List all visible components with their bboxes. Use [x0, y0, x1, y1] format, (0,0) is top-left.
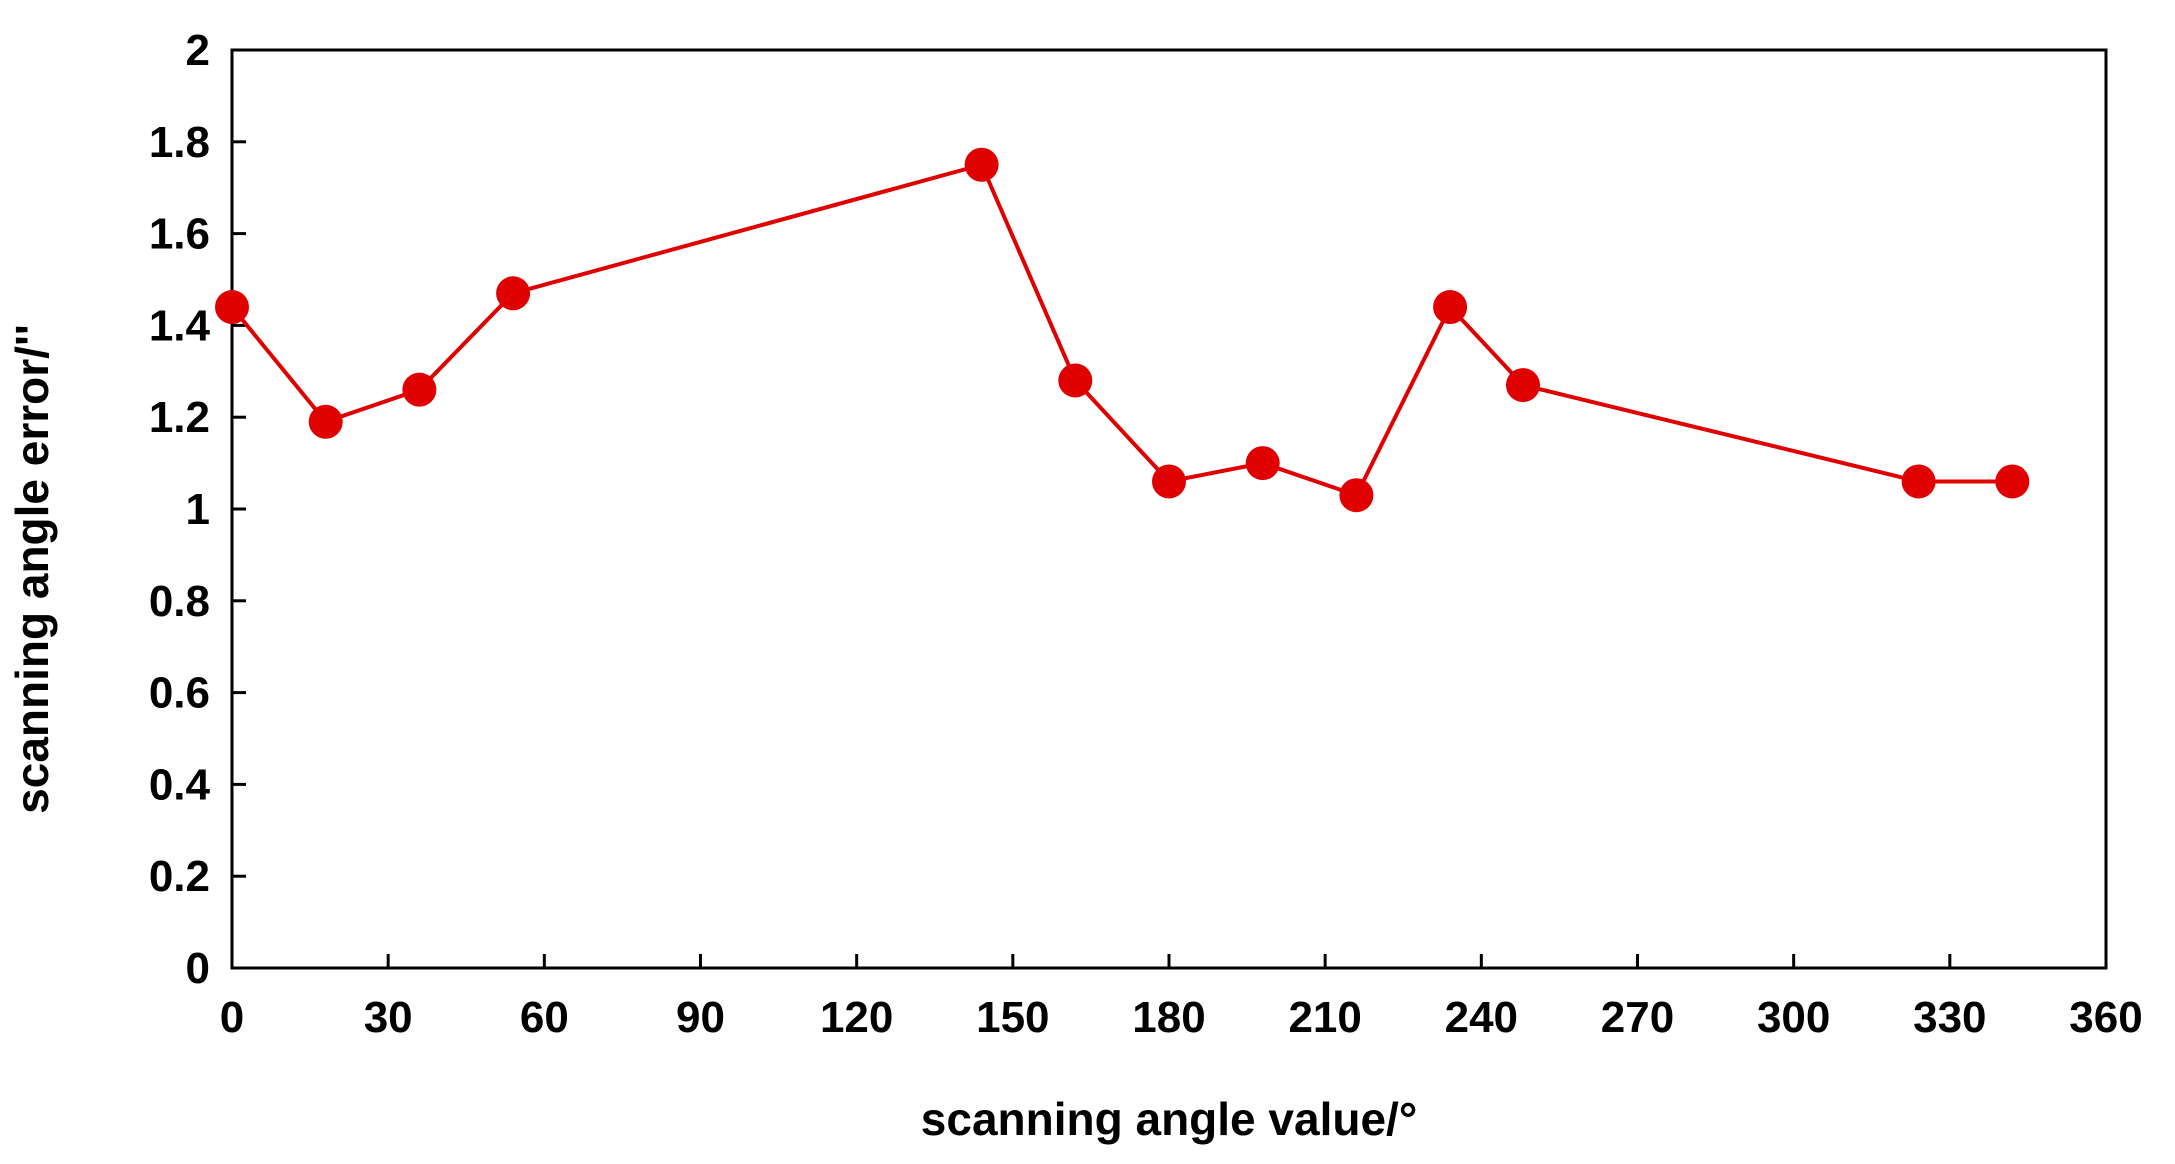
- y-tick-label: 0: [186, 944, 210, 993]
- x-tick-label: 270: [1601, 993, 1674, 1042]
- x-tick-label: 90: [676, 993, 725, 1042]
- data-point: [1901, 464, 1936, 499]
- x-tick-label: 120: [820, 993, 893, 1042]
- y-axis-ticks: [232, 48, 246, 970]
- x-tick-label: 150: [976, 993, 1049, 1042]
- series-line: [230, 162, 2013, 498]
- data-point: [964, 147, 999, 182]
- data-point: [1433, 290, 1468, 325]
- data-point: [402, 372, 437, 407]
- x-tick-label: 180: [1132, 993, 1205, 1042]
- y-tick-label: 2: [186, 26, 210, 75]
- x-axis-title: scanning angle value/°: [921, 1093, 1417, 1145]
- data-point: [1245, 446, 1280, 481]
- series-layer: [215, 147, 2030, 513]
- y-tick-label: 0.6: [149, 669, 210, 718]
- data-point: [1152, 464, 1186, 499]
- data-point: [1339, 478, 1374, 513]
- data-point: [215, 290, 249, 325]
- data-point: [1505, 368, 1540, 403]
- x-tick-label: 360: [2069, 993, 2142, 1042]
- y-tick-label: 0.2: [149, 852, 210, 901]
- y-tick-label: 1.8: [149, 118, 210, 167]
- data-point: [1995, 464, 2030, 499]
- x-tick-label: 0: [220, 993, 244, 1042]
- y-tick-label: 1.4: [149, 301, 211, 350]
- plot-area-frame: [230, 48, 2108, 970]
- y-tick-label: 0.4: [149, 760, 211, 809]
- y-tick-label: 0.8: [149, 577, 210, 626]
- y-tick-label: 1: [186, 485, 210, 534]
- x-axis-tick-labels: 0 30 60 90 120 150 180 210 240 270 300 330 360: [220, 993, 2143, 1042]
- y-axis-tick-labels: 0 0.2 0.4 0.6 0.8 1 1.2 1.4 1.6 1.8 2: [149, 26, 211, 993]
- x-tick-label: 300: [1757, 993, 1830, 1042]
- x-tick-label: 240: [1445, 993, 1518, 1042]
- data-point: [496, 276, 531, 311]
- x-tick-label: 330: [1913, 993, 1986, 1042]
- data-point: [308, 404, 343, 439]
- y-tick-label: 1.2: [149, 393, 210, 442]
- x-tick-label: 210: [1288, 993, 1361, 1042]
- x-tick-label: 60: [520, 993, 569, 1042]
- x-tick-label: 30: [364, 993, 413, 1042]
- data-point: [1058, 363, 1093, 398]
- y-axis-title: scanning angle error/'': [6, 324, 58, 814]
- y-tick-label: 1.6: [149, 210, 210, 259]
- x-axis-ticks: [230, 954, 2108, 968]
